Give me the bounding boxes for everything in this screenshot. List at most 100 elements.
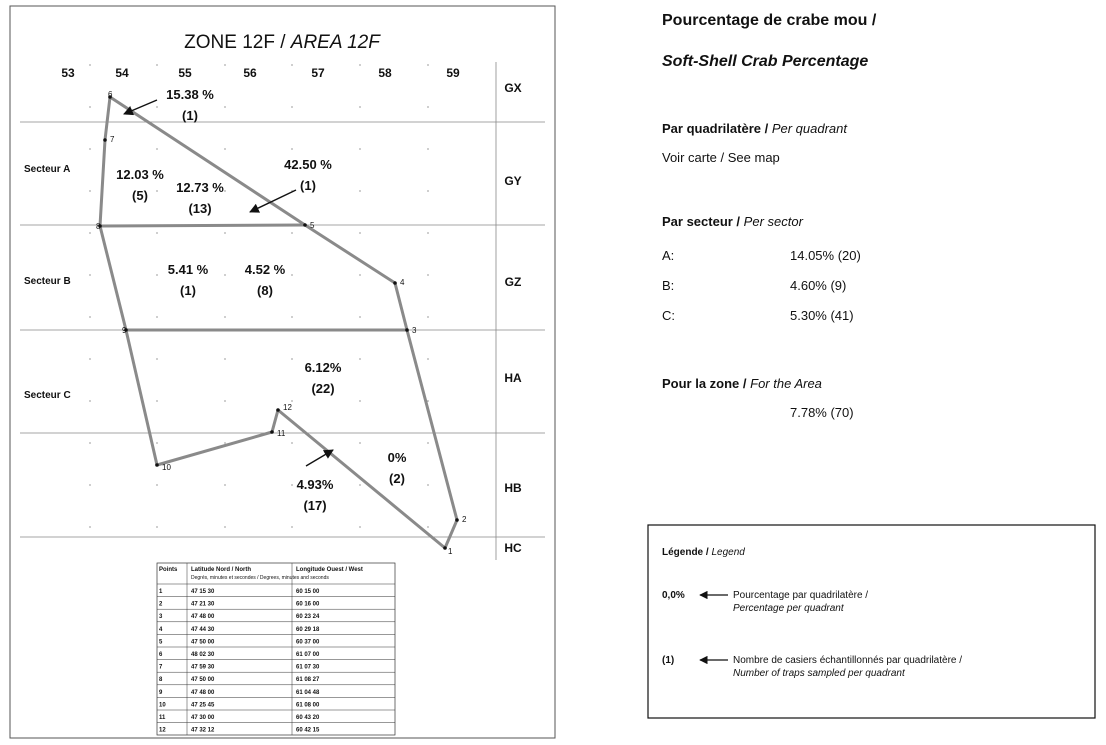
column-label: 55 (178, 66, 192, 80)
section-heading-en: Per sector (744, 214, 804, 229)
point-label: 11 (277, 429, 286, 438)
table-header: Points (159, 567, 178, 573)
legend-box (647, 524, 1096, 719)
boundary-point (124, 328, 128, 332)
sector-boundary (99, 223, 306, 228)
legend-title-en: Legend (711, 547, 745, 558)
boundary-point (270, 430, 274, 434)
legend-symbol: (1) (662, 655, 674, 666)
table-cell: 47 50 00 (191, 677, 215, 683)
section-heading: Pour la zone / For the Area (662, 376, 822, 391)
point-label: 3 (412, 326, 417, 335)
sector-value: 14.05% (20) (790, 248, 861, 263)
sector-label: Secteur A (24, 164, 70, 175)
quadrant-percent: 0% (388, 450, 407, 465)
quadrant-percent: 4.93% (297, 477, 334, 492)
table-cell: 61 08 27 (296, 677, 320, 683)
table-cell: 2 (159, 602, 163, 608)
table-cell: 47 48 00 (191, 614, 215, 620)
table-cell: 47 50 00 (191, 639, 215, 645)
boundary-point (303, 223, 307, 227)
column-label: 54 (115, 66, 129, 80)
quadrant-traps: (2) (389, 471, 405, 486)
table-cell: 7 (159, 665, 163, 671)
section-heading-en: For the Area (750, 376, 822, 391)
row-label: GZ (505, 275, 522, 289)
point-label: 10 (162, 463, 171, 472)
table-cell: 60 29 18 (296, 627, 320, 633)
quadrant-traps: (5) (132, 188, 148, 203)
column-label: 56 (243, 66, 257, 80)
table-header: Latitude Nord / North (191, 567, 251, 573)
row-label: GY (504, 174, 521, 188)
table-cell: 61 07 00 (296, 652, 320, 658)
quadrant-percent: 12.03 % (116, 167, 164, 182)
quadrant-traps: (13) (188, 201, 211, 216)
legend-text: Pourcentage par quadrilatère / (733, 590, 868, 601)
section-heading: Par quadrilatère / Per quadrant (662, 121, 848, 136)
sector-name: A: (662, 248, 674, 263)
point-label: 4 (400, 278, 405, 287)
section-heading: Par secteur / Per sector (662, 214, 804, 229)
table-cell: 60 43 20 (296, 715, 320, 721)
quadrant-percent: 12.73 % (176, 180, 224, 195)
section-heading-en: Per quadrant (772, 121, 849, 136)
quadrant-traps: (17) (303, 498, 326, 513)
row-label: HA (504, 371, 522, 385)
quadrant-traps: (1) (182, 108, 198, 123)
column-label: 59 (446, 66, 460, 80)
table-cell: 8 (159, 677, 163, 683)
table-cell: 60 23 24 (296, 614, 320, 620)
boundary-point (98, 224, 102, 228)
table-cell: 47 44 30 (191, 627, 215, 633)
table-cell: 4 (159, 627, 163, 633)
arrow (123, 99, 158, 116)
section-text: Voir carte / See map (662, 150, 780, 165)
sector-label: Secteur C (24, 390, 71, 401)
boundary-point (108, 95, 112, 99)
boundary-point (393, 281, 397, 285)
table-cell: 47 59 30 (191, 665, 215, 671)
sector-label: Secteur B (24, 276, 71, 287)
table-cell: 1 (159, 589, 163, 595)
point-label: 9 (122, 326, 127, 335)
table-cell: 60 16 00 (296, 602, 320, 608)
map-title-en: AREA 12F (290, 32, 381, 53)
sector-value: 4.60% (9) (790, 278, 846, 293)
quadrant-percent: 4.52 % (245, 262, 286, 277)
section-heading-fr: Par secteur / (662, 214, 740, 229)
summary-title: Pourcentage de crabe mou / (662, 12, 877, 29)
quadrant-traps: (1) (300, 178, 316, 193)
table-cell: 47 21 30 (191, 602, 215, 608)
legend-title-fr: Légende / (662, 547, 709, 558)
boundary-point (443, 546, 447, 550)
quadrant-traps: (1) (180, 283, 196, 298)
point-label: 1 (448, 547, 453, 556)
map-frame (9, 5, 556, 739)
table-cell: 47 25 45 (191, 702, 215, 708)
table-cell: 47 32 12 (191, 728, 215, 734)
quadrant-percent: 42.50 % (284, 157, 332, 172)
column-label: 53 (61, 66, 75, 80)
table-cell: 47 48 00 (191, 690, 215, 696)
legend-text-en: Percentage per quadrant (733, 603, 845, 614)
sector-name: C: (662, 308, 675, 323)
zone-value: 7.78% (70) (790, 405, 854, 420)
column-label: 57 (311, 66, 325, 80)
table-cell: 3 (159, 614, 163, 620)
coord-table (156, 562, 396, 736)
boundary-point (103, 138, 107, 142)
quadrant-traps: (22) (311, 381, 334, 396)
point-label: 7 (110, 135, 115, 144)
legend-symbol: 0,0% (662, 590, 685, 601)
section-heading-fr: Par quadrilatère / (662, 121, 769, 136)
table-header: Longitude Ouest / West (296, 567, 363, 573)
table-cell: 61 08 00 (296, 702, 320, 708)
table-cell: 60 37 00 (296, 639, 320, 645)
table-cell: 11 (159, 715, 166, 721)
map-title-fr: ZONE 12F / (184, 32, 286, 53)
table-cell: 10 (159, 702, 166, 708)
sector-value: 5.30% (41) (790, 308, 854, 323)
